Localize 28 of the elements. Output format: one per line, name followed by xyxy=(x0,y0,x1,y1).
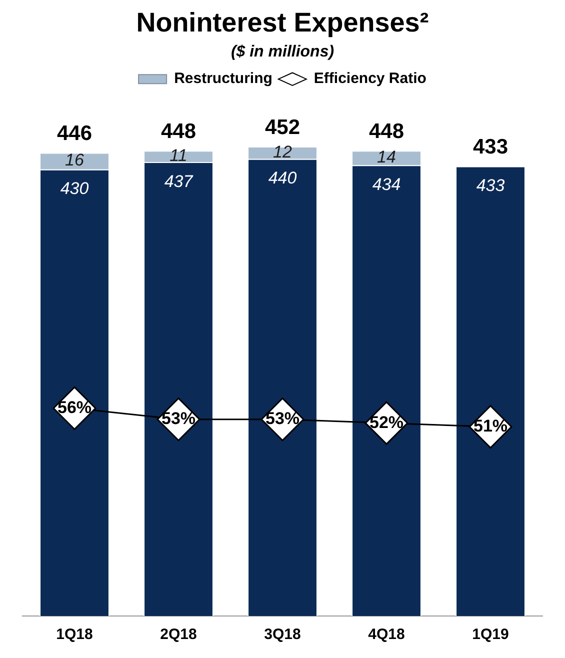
data-label: 12 xyxy=(273,142,292,162)
x-tick-label: 2Q18 xyxy=(160,626,197,644)
data-label: 11 xyxy=(170,146,188,166)
data-label: 14 xyxy=(377,148,396,167)
x-tick-label: 3Q18 xyxy=(264,626,301,644)
data-label: 56% xyxy=(57,398,92,417)
data-label: 52% xyxy=(369,412,404,432)
data-label: 53% xyxy=(265,409,300,428)
data-label: 440 xyxy=(268,168,298,188)
legend-label: Efficiency Ratio xyxy=(314,70,426,88)
data-label: 437 xyxy=(164,172,194,191)
chart-subtitle: ($ in millions) xyxy=(230,43,334,60)
total-label: 446 xyxy=(56,122,92,145)
data-label: 53% xyxy=(161,409,196,428)
x-tick-label: 1Q18 xyxy=(56,626,93,644)
chart-title: Noninterest Expenses² xyxy=(136,8,429,38)
data-label: 16 xyxy=(65,150,84,170)
x-tick-label: 4Q18 xyxy=(368,626,405,644)
total-label: 448 xyxy=(160,120,196,143)
data-label: 430 xyxy=(60,179,90,198)
data-label: 51% xyxy=(473,416,508,436)
legend-label: Restructuring xyxy=(174,70,272,88)
total-label: 452 xyxy=(264,116,300,139)
x-tick-label: 1Q19 xyxy=(472,626,509,644)
data-label: 433 xyxy=(476,176,506,195)
total-label: 448 xyxy=(368,120,404,143)
total-label: 433 xyxy=(472,135,508,158)
data-label: 434 xyxy=(372,174,401,194)
